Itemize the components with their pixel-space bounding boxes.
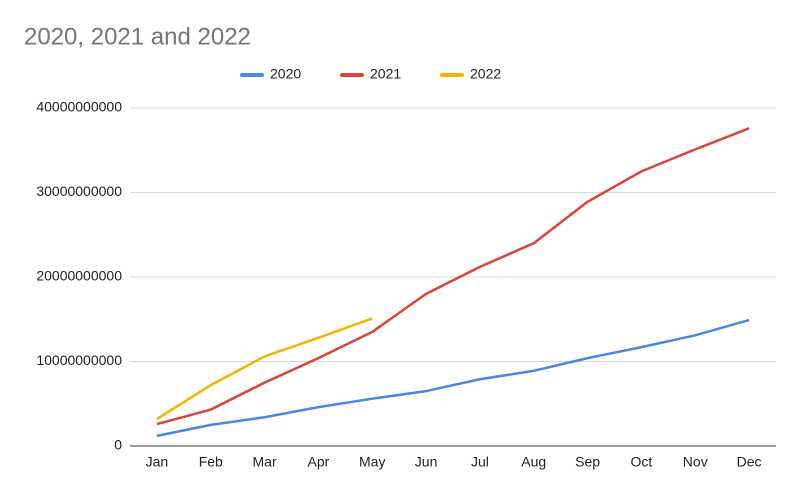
y-tick-label: 30000000000 <box>36 183 122 199</box>
x-tick-label: Oct <box>631 454 653 470</box>
series-line <box>156 317 373 421</box>
x-tick-label: May <box>359 454 385 470</box>
legend-label: 2022 <box>470 66 501 82</box>
legend-label: 2021 <box>370 66 401 82</box>
y-tick-label: 0 <box>114 437 122 453</box>
x-tick-label: Aug <box>521 454 546 470</box>
y-tick-label: 20000000000 <box>36 268 122 284</box>
legend-label: 2020 <box>270 66 301 82</box>
x-tick-label: Feb <box>199 454 223 470</box>
x-tick-label: Jul <box>471 454 489 470</box>
y-tick-label: 40000000000 <box>36 99 122 115</box>
x-tick-label: Apr <box>308 454 330 470</box>
x-tick-label: Jan <box>146 454 169 470</box>
x-tick-label: Jun <box>415 454 438 470</box>
chart-title: 2020, 2021 and 2022 <box>24 23 251 50</box>
series-line <box>156 318 750 438</box>
x-tick-label: Sep <box>575 454 600 470</box>
series-line <box>156 127 750 426</box>
x-tick-label: Nov <box>683 454 708 470</box>
x-tick-label: Mar <box>253 454 277 470</box>
x-tick-label: Dec <box>737 454 762 470</box>
y-tick-label: 10000000000 <box>36 352 122 368</box>
